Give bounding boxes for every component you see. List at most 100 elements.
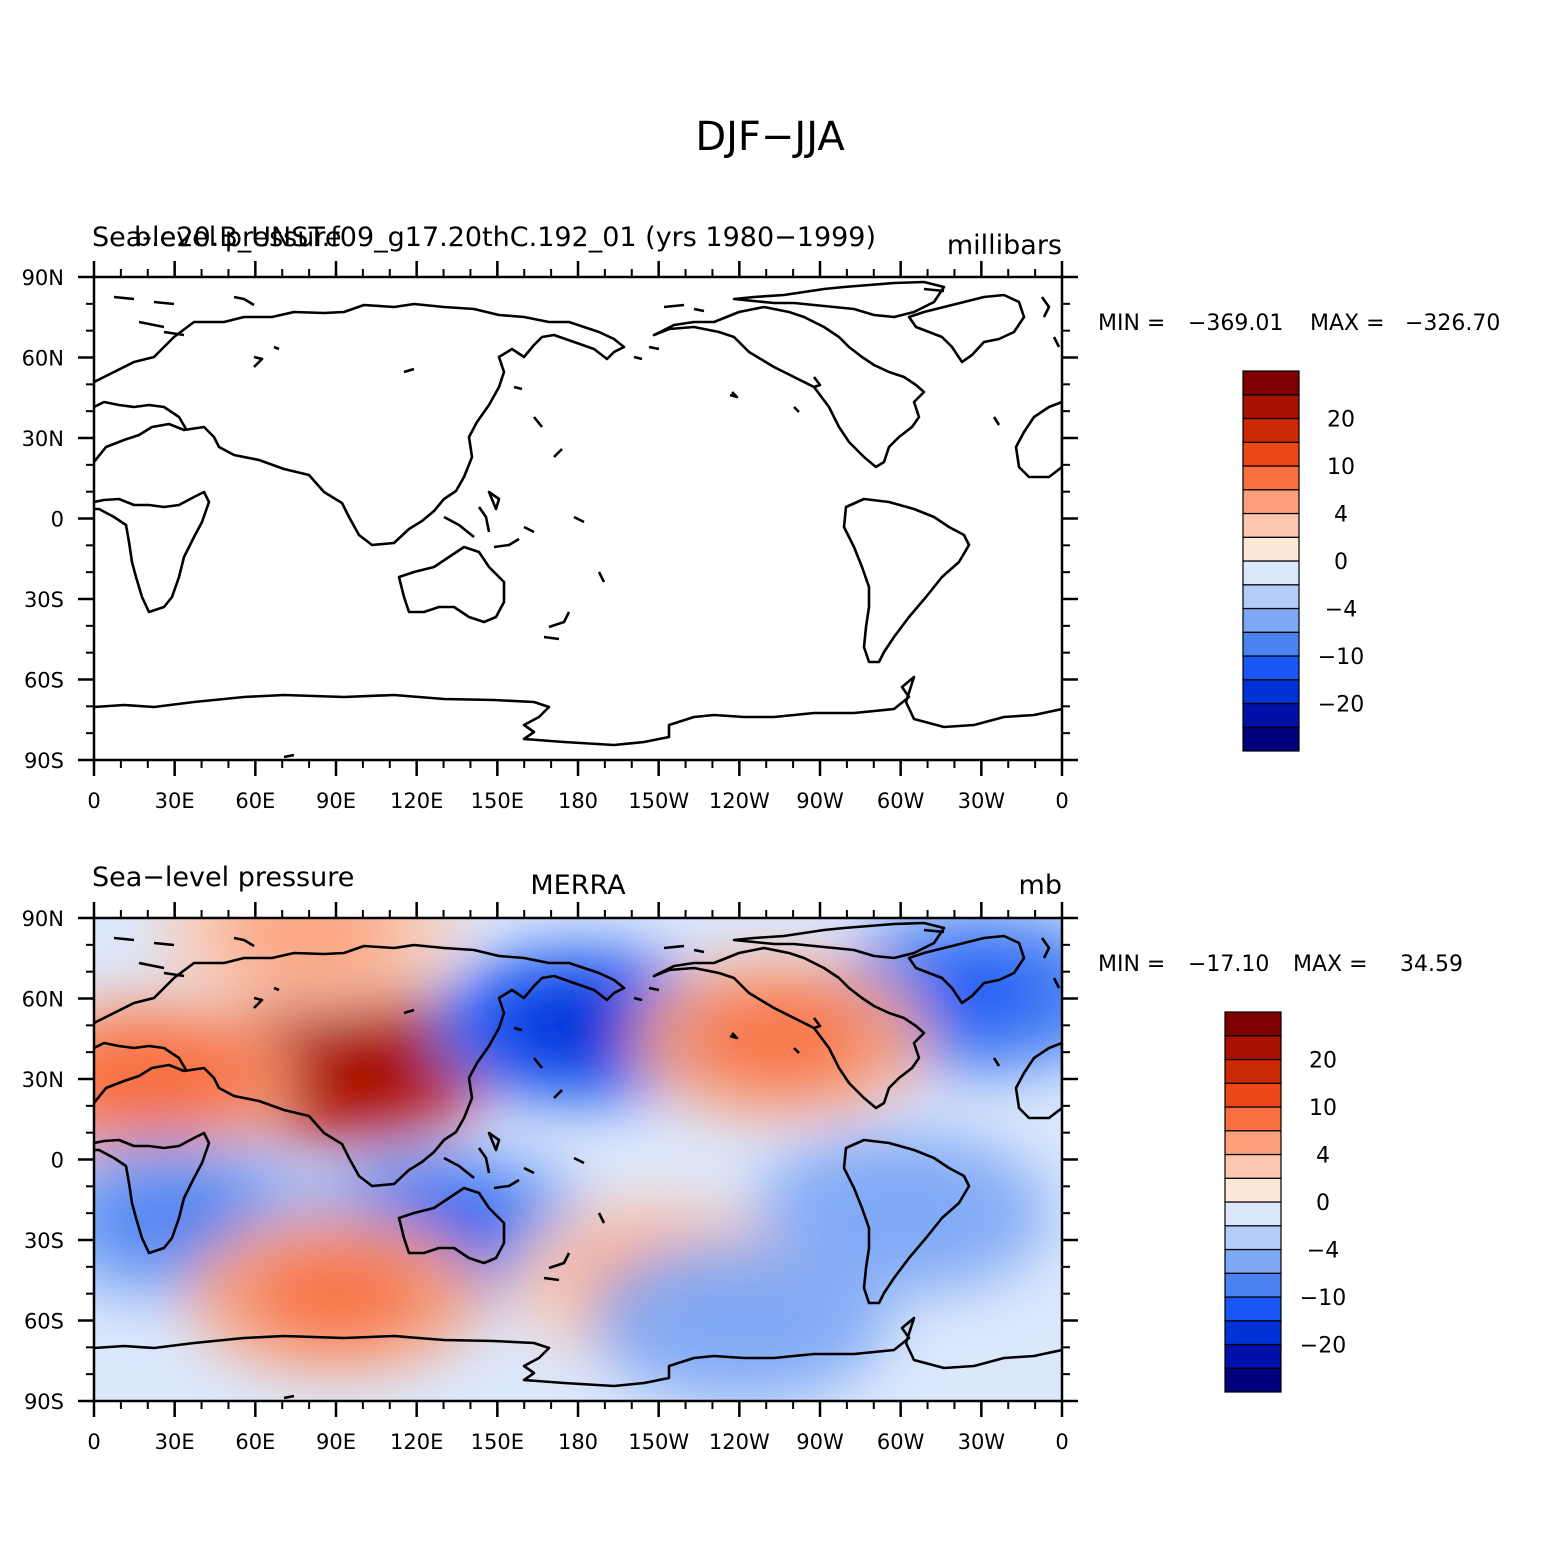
- y-tick-label: 30S: [24, 1229, 64, 1253]
- top-max-value: −326.70: [1405, 311, 1500, 336]
- x-tick-label: 90W: [796, 789, 844, 813]
- y-tick-label: 0: [51, 1149, 64, 1173]
- colorbar-swatch: [1224, 1106, 1282, 1132]
- colorbar-swatch: [1242, 441, 1300, 467]
- bottom-ticks: 0 30E 60E 90E 120E 150E 180 150W 120W 90W 60W 30W 09…: [22, 902, 1078, 1454]
- colorbar-label: 10: [1327, 455, 1355, 480]
- colorbar-swatch: [1242, 584, 1300, 610]
- y-tick-label: 60N: [22, 347, 64, 371]
- bottom-min-label: MIN =: [1098, 952, 1165, 977]
- y-tick-label: 90N: [22, 266, 64, 290]
- x-tick-label: 180: [558, 789, 598, 813]
- anomaly-contour: [307, 1041, 392, 1090]
- figure-title: DJF−JJA: [695, 114, 845, 160]
- top-max-label: MAX =: [1310, 311, 1385, 336]
- colorbar-swatch: [1242, 607, 1300, 633]
- colorbar-swatch: [1242, 512, 1300, 538]
- bottom-max-label: MAX =: [1293, 952, 1368, 977]
- top-ticks: 0 30E 60E 90E 120E 150E 180 150W 120W 90W 60W 30W 09…: [22, 261, 1078, 813]
- colorbar-label: 20: [1309, 1049, 1337, 1074]
- anomaly-contour: [94, 1043, 212, 1115]
- bottom-min-value: −17.10: [1188, 952, 1269, 977]
- anomaly-contour: [224, 918, 395, 979]
- colorbar-swatch: [1242, 489, 1300, 515]
- bottom-panel-units-label: mb: [1019, 870, 1062, 901]
- colorbar-swatch: [1224, 1082, 1282, 1108]
- top-colorbar: 20 10 4 0 −4 −10 −20: [1242, 370, 1364, 752]
- colorbar-swatch: [1242, 394, 1300, 420]
- anomaly-contour: [694, 991, 865, 1086]
- colorbar-swatch: [1224, 1035, 1282, 1061]
- anomaly-contour: [918, 957, 1045, 1029]
- colorbar-swatch: [1224, 1153, 1282, 1179]
- x-tick-label: 120W: [709, 1430, 770, 1454]
- x-tick-label: 120E: [390, 1430, 443, 1454]
- colorbar-label: 10: [1309, 1096, 1337, 1121]
- x-tick-label: 90W: [796, 1430, 844, 1454]
- colorbar-swatch: [1242, 679, 1300, 705]
- y-tick-label: 90N: [22, 907, 64, 931]
- bottom-panel: Sea−level pressure MERRA mb 0 30E 60E 90E 12…: [22, 862, 1463, 1454]
- anomaly-contour: [815, 1166, 986, 1261]
- x-tick-label: 0: [1055, 789, 1068, 813]
- colorbar-swatch: [1224, 1011, 1282, 1037]
- top-panel: Sea-level pressure b.e20.B_UNST.f09_g17.…: [22, 222, 1501, 813]
- bottom-panel-center-label: MERRA: [530, 870, 626, 901]
- colorbar-label: −4: [1325, 598, 1357, 623]
- anomaly-contour: [94, 1171, 260, 1266]
- colorbar-swatch: [1242, 465, 1300, 491]
- colorbar-label: 4: [1316, 1144, 1330, 1169]
- colorbar-label: 20: [1327, 408, 1355, 433]
- x-tick-label: 30W: [958, 1430, 1006, 1454]
- colorbar-swatch: [1224, 1177, 1282, 1203]
- top-min-value: −369.01: [1188, 311, 1283, 336]
- bottom-panel-left-label: Sea−level pressure: [92, 862, 354, 893]
- x-tick-label: 30E: [155, 1430, 195, 1454]
- x-tick-label: 150W: [628, 1430, 689, 1454]
- colorbar-swatch: [1242, 631, 1300, 657]
- y-tick-label: 30S: [24, 588, 64, 612]
- top-panel-units-label: millibars: [947, 230, 1062, 261]
- y-tick-label: 60S: [24, 1310, 64, 1334]
- x-tick-label: 0: [87, 789, 100, 813]
- x-tick-label: 60E: [235, 1430, 275, 1454]
- colorbar-swatch: [1224, 1320, 1282, 1346]
- colorbar-swatch: [1224, 1130, 1282, 1156]
- anomaly-contour: [654, 1273, 825, 1368]
- colorbar-label: −20: [1318, 693, 1364, 718]
- y-tick-label: 60S: [24, 669, 64, 693]
- bottom-max-value: 34.59: [1400, 952, 1463, 977]
- colorbar-swatch: [1242, 655, 1300, 681]
- y-tick-label: 90S: [24, 749, 64, 773]
- x-tick-label: 120E: [390, 789, 443, 813]
- colorbar-swatch: [1224, 1248, 1282, 1274]
- anomaly-contour: [251, 1246, 421, 1341]
- colorbar-label: −4: [1307, 1239, 1339, 1264]
- x-tick-label: 60W: [877, 789, 925, 813]
- x-tick-label: 150W: [628, 789, 689, 813]
- x-tick-label: 180: [558, 1430, 598, 1454]
- x-tick-label: 90E: [316, 1430, 356, 1454]
- x-tick-label: 90E: [316, 789, 356, 813]
- colorbar-swatch: [1224, 1201, 1282, 1227]
- y-tick-label: 30N: [22, 427, 64, 451]
- colorbar-label: −10: [1300, 1286, 1346, 1311]
- colorbar-swatch: [1224, 1343, 1282, 1369]
- colorbar-label: 4: [1334, 503, 1348, 528]
- top-min-label: MIN =: [1098, 311, 1165, 336]
- colorbar-swatch: [1224, 1296, 1282, 1322]
- top-panel-left-label: Sea-level pressure: [92, 222, 341, 253]
- colorbar-label: 0: [1316, 1191, 1330, 1216]
- x-tick-label: 0: [1055, 1430, 1068, 1454]
- colorbar-label: −20: [1300, 1334, 1346, 1359]
- y-tick-label: 90S: [24, 1390, 64, 1414]
- x-tick-label: 150E: [471, 1430, 524, 1454]
- y-tick-label: 60N: [22, 988, 64, 1012]
- colorbar-swatch: [1224, 1272, 1282, 1298]
- top-panel-case-label: b.e20.B_UNST.f09_g17.20thC.192_01 (yrs 1…: [134, 222, 876, 253]
- colorbar-swatch: [1242, 417, 1300, 443]
- anomaly-contour: [532, 999, 624, 1052]
- colorbar-label: 0: [1334, 550, 1348, 575]
- x-tick-label: 120W: [709, 789, 770, 813]
